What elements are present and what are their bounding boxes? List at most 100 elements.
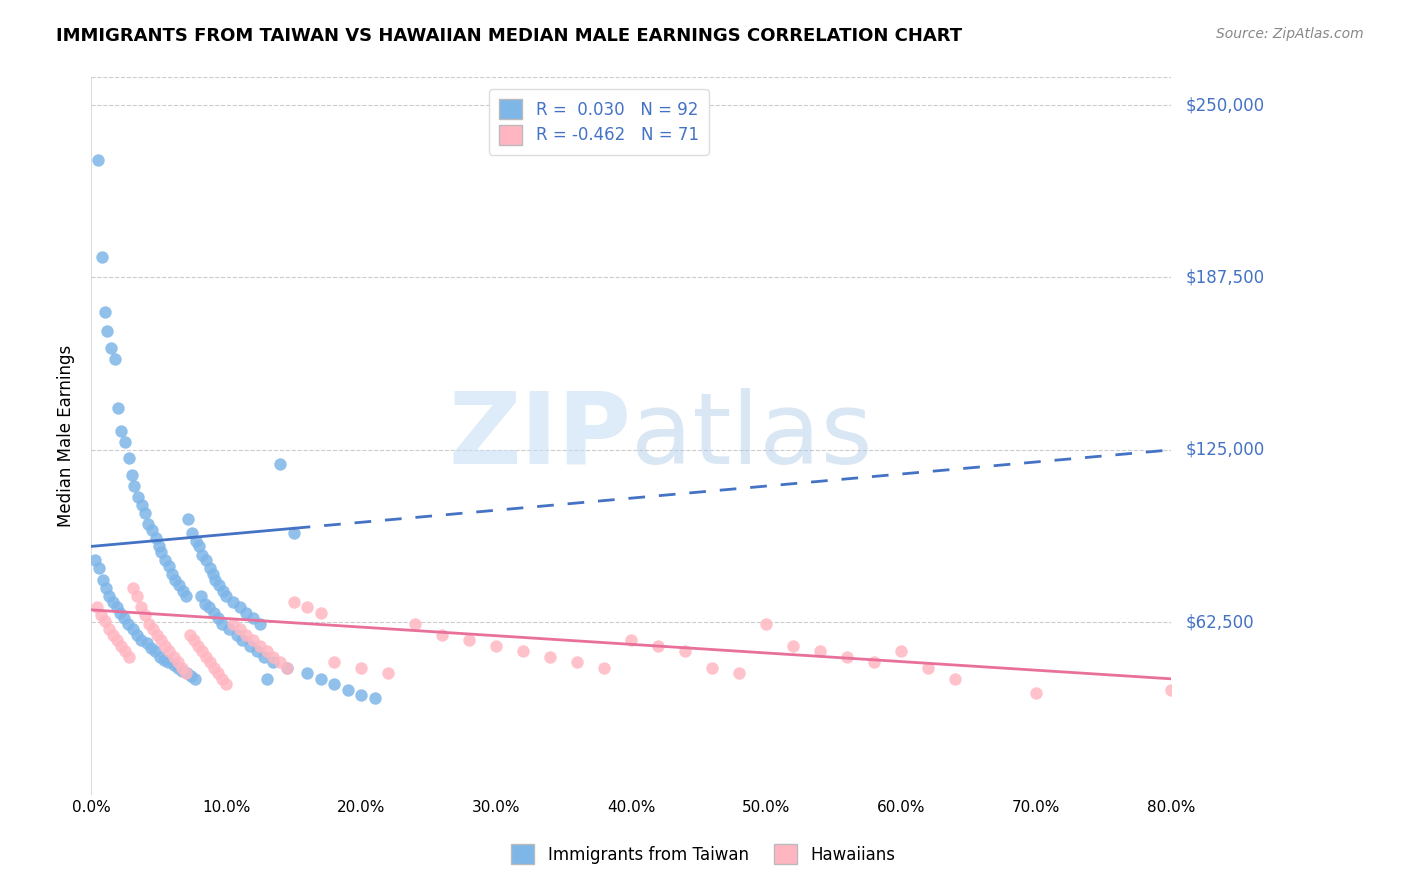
Point [620, 633, 643, 648]
Point [97, 589, 120, 603]
Point [107, 401, 129, 416]
Point [485, 639, 508, 653]
Point [207, 611, 229, 625]
Point [170, 661, 193, 675]
Point [100, 341, 122, 355]
Point [262, 655, 284, 669]
Point [235, 628, 257, 642]
Point [226, 628, 249, 642]
Point [249, 616, 271, 631]
Point [167, 578, 190, 592]
Legend: R =  0.030   N = 92, R = -0.462   N = 71: R = 0.030 N = 92, R = -0.462 N = 71 [489, 89, 709, 154]
Point [108, 606, 131, 620]
Point [673, 644, 696, 658]
Point [105, 600, 128, 615]
Point [191, 644, 214, 658]
Text: IMMIGRANTS FROM TAIWAN VS HAWAIIAN MEDIAN MALE EARNINGS CORRELATION CHART: IMMIGRANTS FROM TAIWAN VS HAWAIIAN MEDIA… [56, 27, 962, 45]
Point [118, 649, 141, 664]
Point [194, 553, 217, 567]
Point [212, 583, 235, 598]
Point [256, 672, 278, 686]
Point [201, 567, 224, 582]
Point [124, 479, 146, 493]
Point [91, 250, 114, 264]
Point [87, 153, 110, 168]
Text: ZIP: ZIP [449, 387, 631, 484]
Point [350, 689, 373, 703]
Point [363, 691, 385, 706]
Point [93, 614, 115, 628]
Point [138, 616, 160, 631]
Point [174, 666, 197, 681]
Point [890, 644, 912, 658]
Point [246, 644, 269, 658]
Point [295, 666, 318, 681]
Point [222, 616, 245, 631]
Point [149, 649, 172, 664]
Point [458, 633, 481, 648]
Point [728, 666, 751, 681]
Point [122, 622, 145, 636]
Point [256, 644, 278, 658]
Point [180, 669, 202, 683]
Point [122, 581, 145, 595]
Point [350, 661, 373, 675]
Point [295, 600, 318, 615]
Point [917, 661, 939, 675]
Point [512, 644, 534, 658]
Text: $62,500: $62,500 [1185, 614, 1254, 632]
Point [146, 628, 169, 642]
Point [135, 636, 157, 650]
Point [1025, 685, 1047, 699]
Point [114, 644, 136, 658]
Point [404, 616, 426, 631]
Point [101, 628, 124, 642]
Point [204, 573, 226, 587]
Point [177, 512, 200, 526]
Point [142, 622, 165, 636]
Point [202, 606, 225, 620]
Point [593, 661, 616, 675]
Point [197, 600, 219, 615]
Point [166, 661, 188, 675]
Point [239, 639, 262, 653]
Point [208, 578, 231, 592]
Point [231, 633, 253, 648]
Point [125, 589, 148, 603]
Point [84, 553, 107, 567]
Point [188, 540, 211, 554]
Point [808, 644, 831, 658]
Point [186, 533, 208, 548]
Point [145, 531, 167, 545]
Point [943, 672, 966, 686]
Point [89, 561, 111, 575]
Point [183, 633, 205, 648]
Point [143, 644, 166, 658]
Point [150, 545, 173, 559]
Text: $187,500: $187,500 [1185, 268, 1264, 286]
Point [184, 672, 207, 686]
Point [647, 639, 669, 653]
Point [190, 589, 212, 603]
Point [1160, 682, 1182, 697]
Point [131, 498, 153, 512]
Point [174, 589, 197, 603]
Point [91, 573, 114, 587]
Point [702, 661, 724, 675]
Point [134, 506, 156, 520]
Point [323, 677, 346, 691]
Point [150, 633, 173, 648]
Point [202, 661, 225, 675]
Point [191, 548, 214, 562]
Point [215, 677, 238, 691]
Point [166, 655, 188, 669]
Point [105, 633, 128, 648]
Point [276, 661, 298, 675]
Text: Source: ZipAtlas.com: Source: ZipAtlas.com [1216, 27, 1364, 41]
Point [211, 616, 233, 631]
Point [198, 655, 221, 669]
Point [163, 573, 186, 587]
Point [96, 324, 118, 338]
Point [134, 608, 156, 623]
Point [181, 525, 204, 540]
